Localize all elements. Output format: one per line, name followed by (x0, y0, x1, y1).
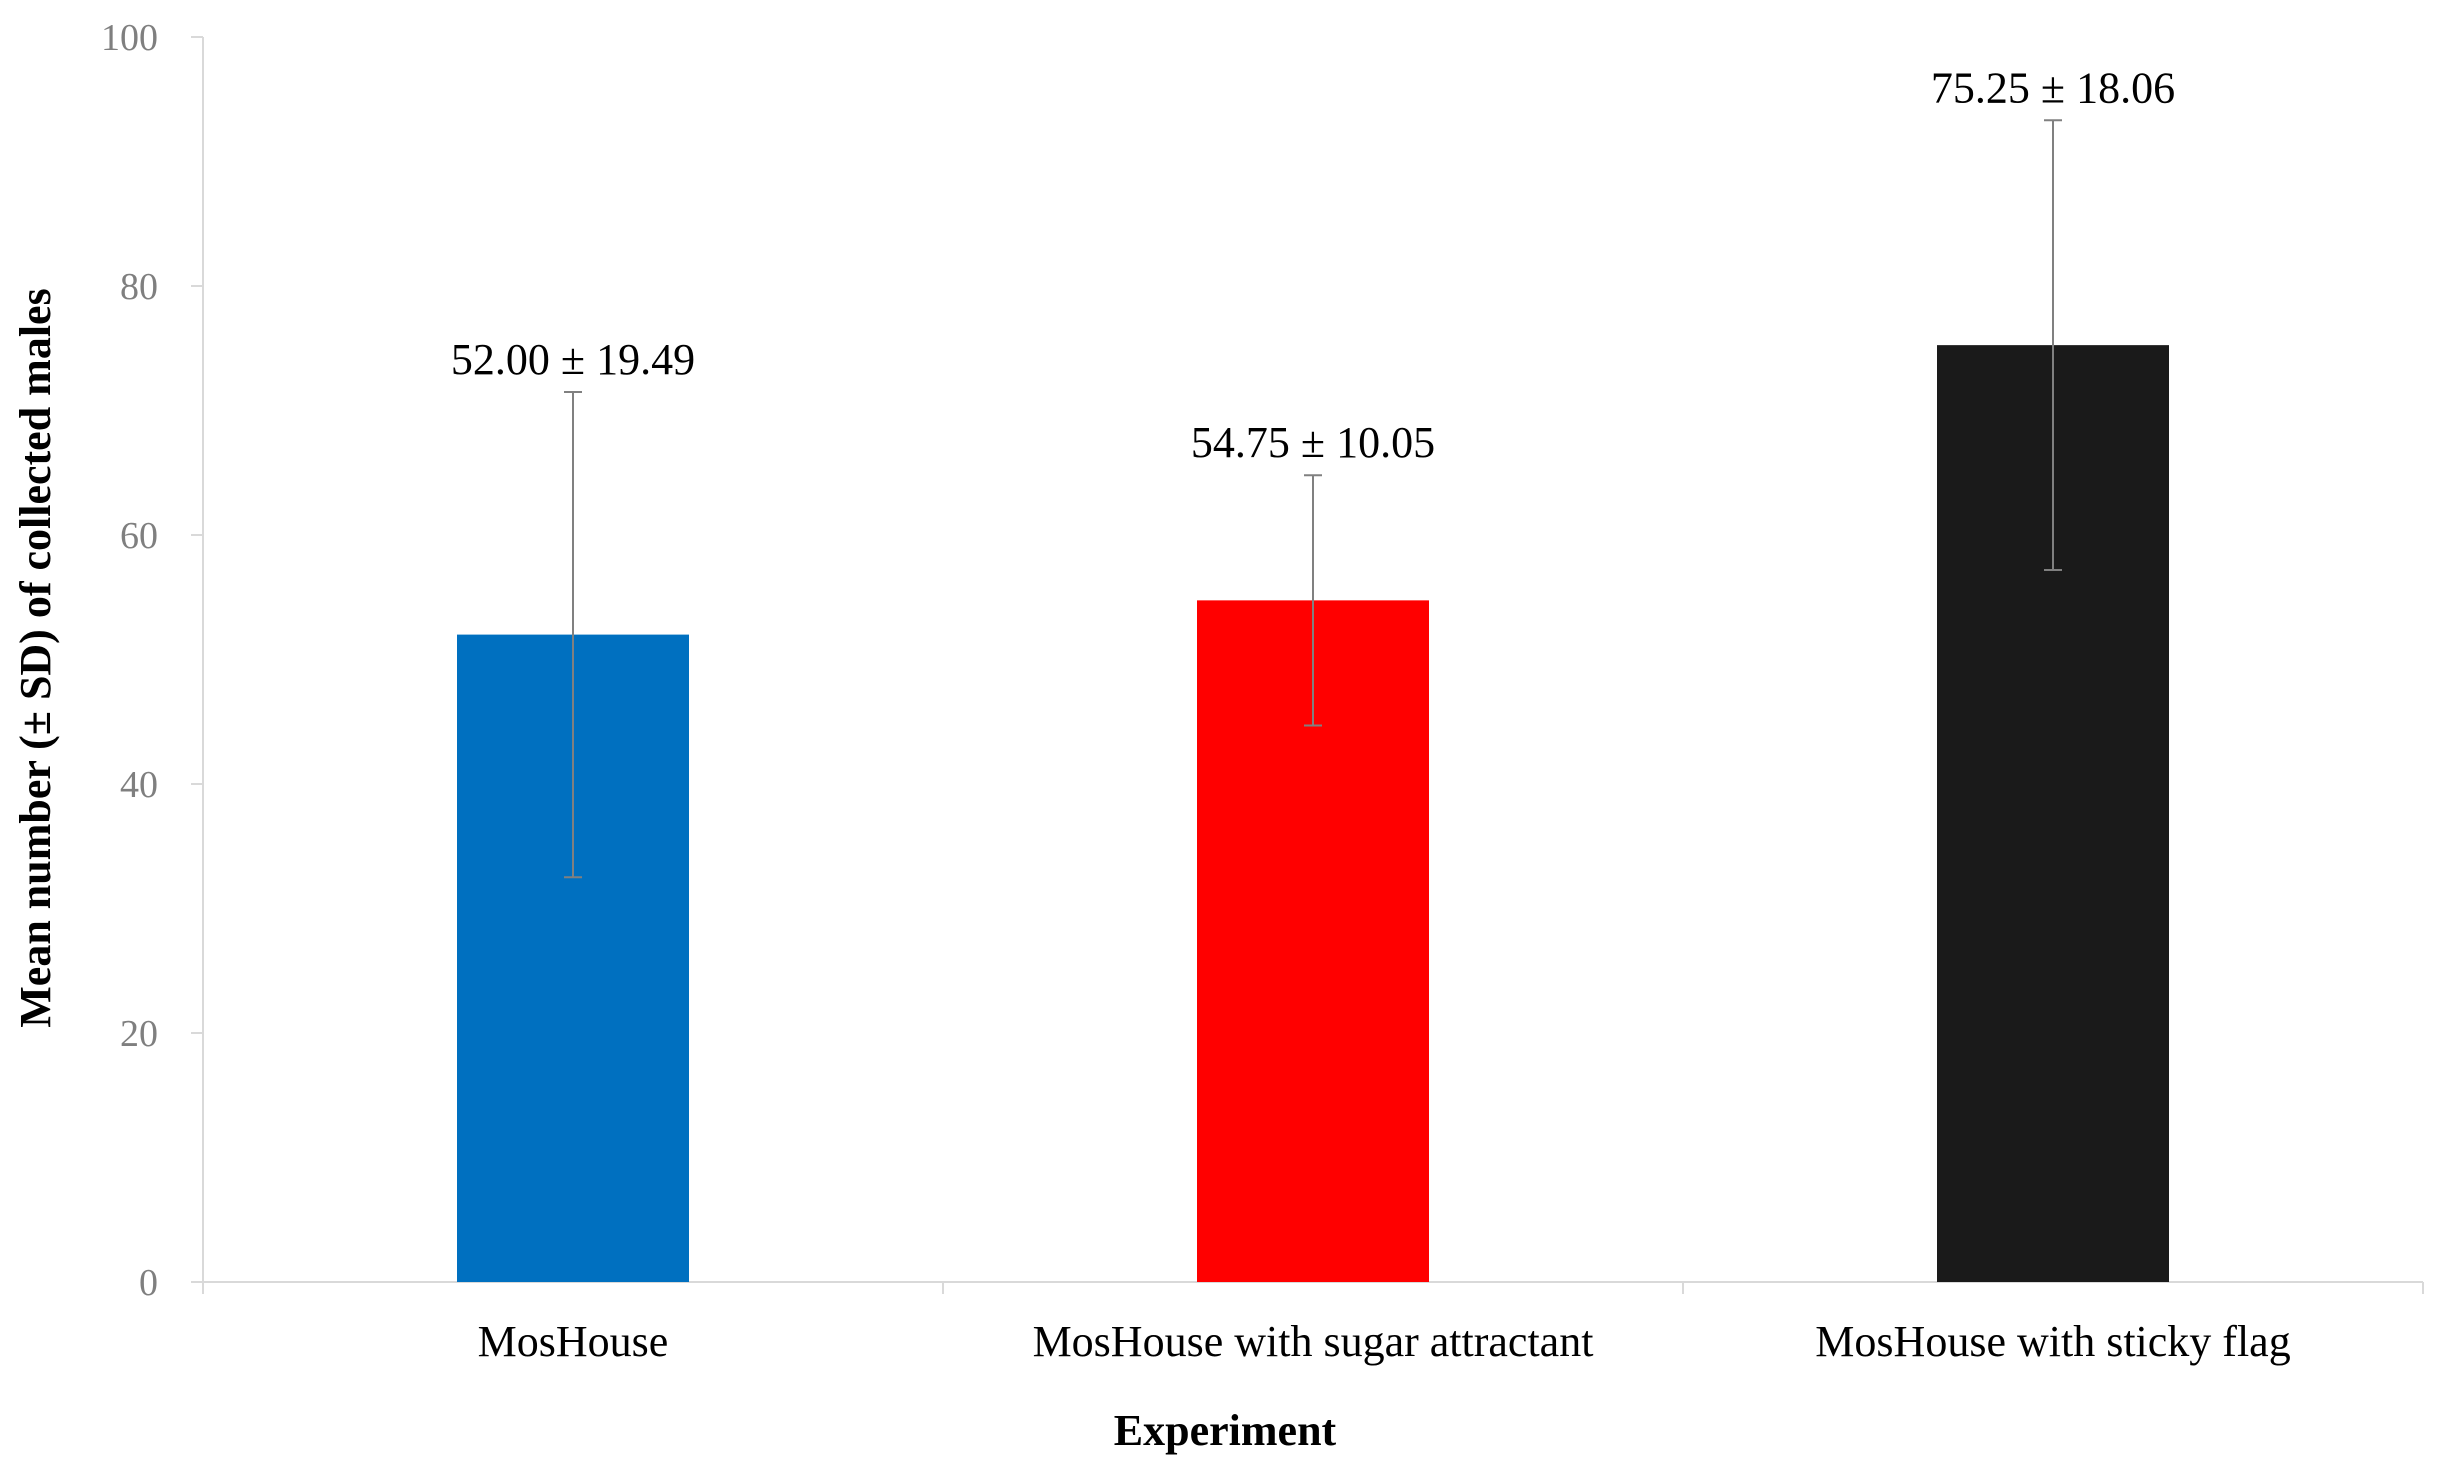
y-tick-label: 40 (120, 764, 158, 806)
y-tick-label: 80 (120, 266, 158, 308)
data-label: 54.75 ± 10.05 (1191, 418, 1435, 467)
y-tick-label: 60 (120, 515, 158, 557)
error-bars (564, 119, 2062, 879)
x-tick-label: MosHouse with sugar attractant (1033, 1317, 1594, 1366)
x-tick-label: MosHouse with sticky flag (1815, 1317, 2290, 1366)
y-axis-title: Mean number (± SD) of collected males (11, 288, 60, 1027)
x-tick-label: MosHouse (478, 1317, 669, 1366)
data-label: 75.25 ± 18.06 (1931, 63, 2175, 112)
x-axis-title: Experiment (1114, 1406, 1337, 1455)
data-label: 52.00 ± 19.49 (451, 335, 695, 384)
y-tick-label: 0 (139, 1262, 158, 1304)
y-tick-label: 20 (120, 1013, 158, 1055)
y-tick-label: 100 (101, 17, 158, 59)
labels: 0 20 40 60 80 100 52.00 ± 19.49 MosHouse 54.75 ±… (101, 17, 2291, 1366)
